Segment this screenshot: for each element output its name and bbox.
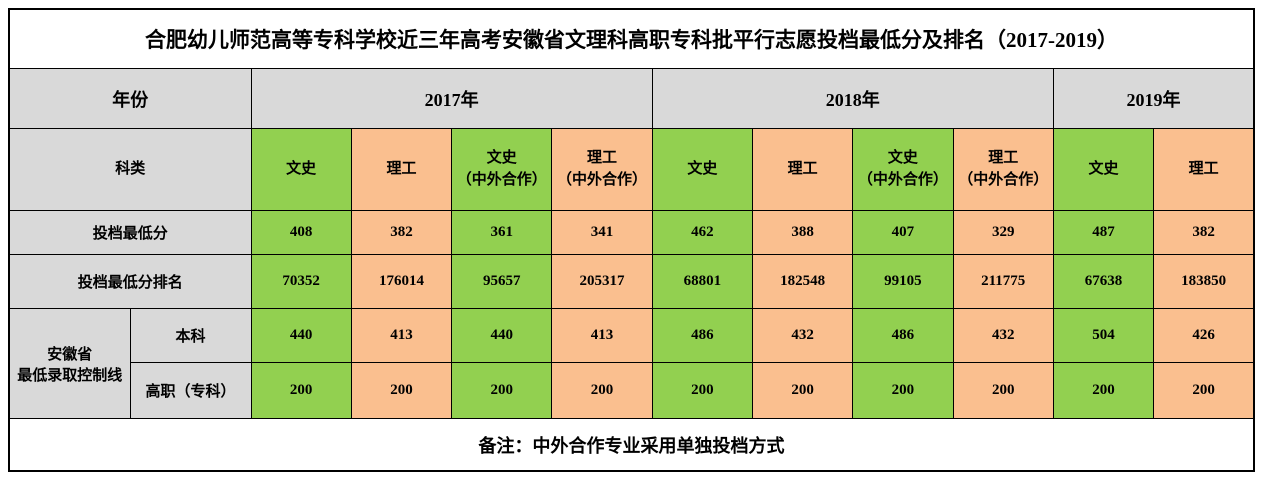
category-cell-2019-wenshi: 文史 — [1052, 128, 1155, 211]
rank-cell: 205317 — [551, 254, 653, 309]
rank-cell: 211775 — [952, 254, 1054, 309]
category-header-row: 科类 文史 理工 文史 （中外合作） 理工 （中外合作） 文史 理工 文史 （中… — [8, 128, 1255, 211]
rank-cell: 67638 — [1052, 254, 1155, 309]
benke-cell: 440 — [451, 308, 553, 363]
min-score-rank-row: 投档最低分排名 70352 176014 95657 205317 68801 … — [8, 254, 1255, 309]
min-score-cell: 382 — [1153, 210, 1255, 255]
rank-cell: 183850 — [1153, 254, 1255, 309]
table-title: 合肥幼儿师范高等专科学校近三年高考安徽省文理科高职专科批平行志愿投档最低分及排名… — [8, 8, 1255, 69]
min-score-rank-label: 投档最低分排名 — [8, 254, 252, 309]
gaozhi-cell: 200 — [250, 362, 352, 419]
title-row: 合肥幼儿师范高等专科学校近三年高考安徽省文理科高职专科批平行志愿投档最低分及排名… — [8, 8, 1255, 69]
rank-cell: 95657 — [451, 254, 553, 309]
gaozhi-cell: 200 — [651, 362, 753, 419]
benke-cell: 426 — [1153, 308, 1255, 363]
gaozhi-cell: 200 — [551, 362, 653, 419]
min-score-cell: 382 — [350, 210, 453, 255]
min-score-cell: 408 — [250, 210, 352, 255]
category-cell-2018-ligong-coop: 理工 （中外合作） — [952, 128, 1054, 211]
gaozhi-cell: 200 — [451, 362, 553, 419]
min-score-cell: 341 — [551, 210, 653, 255]
category-cell-2018-ligong: 理工 — [751, 128, 854, 211]
rank-cell: 176014 — [350, 254, 453, 309]
gaozhi-cell: 200 — [350, 362, 453, 419]
gaozhi-label: 高职（专科） — [129, 362, 252, 419]
min-score-label: 投档最低分 — [8, 210, 252, 255]
category-label-cell: 科类 — [8, 128, 252, 211]
min-score-cell: 462 — [651, 210, 753, 255]
year-group-2018: 2018年 — [651, 68, 1054, 129]
category-cell-2017-wenshi-coop: 文史 （中外合作） — [451, 128, 553, 211]
category-cell-2017-ligong-coop: 理工 （中外合作） — [551, 128, 653, 211]
benke-cell: 413 — [350, 308, 453, 363]
gaozhi-cell: 200 — [1052, 362, 1155, 419]
year-group-2019: 2019年 — [1052, 68, 1255, 129]
rank-cell: 99105 — [852, 254, 954, 309]
rank-cell: 68801 — [651, 254, 753, 309]
category-cell-2019-ligong: 理工 — [1153, 128, 1255, 211]
category-cell-2018-wenshi: 文史 — [651, 128, 753, 211]
benke-cell: 432 — [751, 308, 854, 363]
benke-label: 本科 — [129, 308, 252, 363]
min-score-cell: 361 — [451, 210, 553, 255]
rank-cell: 182548 — [751, 254, 854, 309]
gaozhi-cell: 200 — [751, 362, 854, 419]
benke-cell: 486 — [651, 308, 753, 363]
admission-score-table: 合肥幼儿师范高等专科学校近三年高考安徽省文理科高职专科批平行志愿投档最低分及排名… — [8, 8, 1255, 472]
benke-cell: 440 — [250, 308, 352, 363]
category-cell-2018-wenshi-coop: 文史 （中外合作） — [852, 128, 954, 211]
year-header-row: 年份 2017年 2018年 2019年 — [8, 68, 1255, 129]
control-line-group-label: 安徽省 最低录取控制线 — [8, 308, 131, 419]
rank-cell: 70352 — [250, 254, 352, 309]
note-row: 备注：中外合作专业采用单独投档方式 — [8, 418, 1255, 472]
benke-cell: 504 — [1052, 308, 1155, 363]
benke-cell: 432 — [952, 308, 1054, 363]
table-note: 备注：中外合作专业采用单独投档方式 — [8, 418, 1255, 472]
year-group-2017: 2017年 — [250, 68, 653, 129]
min-score-row: 投档最低分 408 382 361 341 462 388 407 329 48… — [8, 210, 1255, 255]
gaozhi-cell: 200 — [1153, 362, 1255, 419]
gaozhi-cell: 200 — [852, 362, 954, 419]
min-score-cell: 329 — [952, 210, 1054, 255]
category-cell-2017-ligong: 理工 — [350, 128, 453, 211]
control-line-gaozhi-row: 高职（专科） 200 200 200 200 200 200 200 200 2… — [9, 362, 1255, 419]
year-label-cell: 年份 — [8, 68, 252, 129]
min-score-cell: 487 — [1052, 210, 1155, 255]
benke-cell: 413 — [551, 308, 653, 363]
category-cell-2017-wenshi: 文史 — [250, 128, 352, 211]
min-score-cell: 407 — [852, 210, 954, 255]
control-line-benke-row: 安徽省 最低录取控制线 本科 440 413 440 413 486 432 4… — [8, 308, 1255, 419]
min-score-cell: 388 — [751, 210, 854, 255]
benke-cell: 486 — [852, 308, 954, 363]
gaozhi-cell: 200 — [952, 362, 1054, 419]
